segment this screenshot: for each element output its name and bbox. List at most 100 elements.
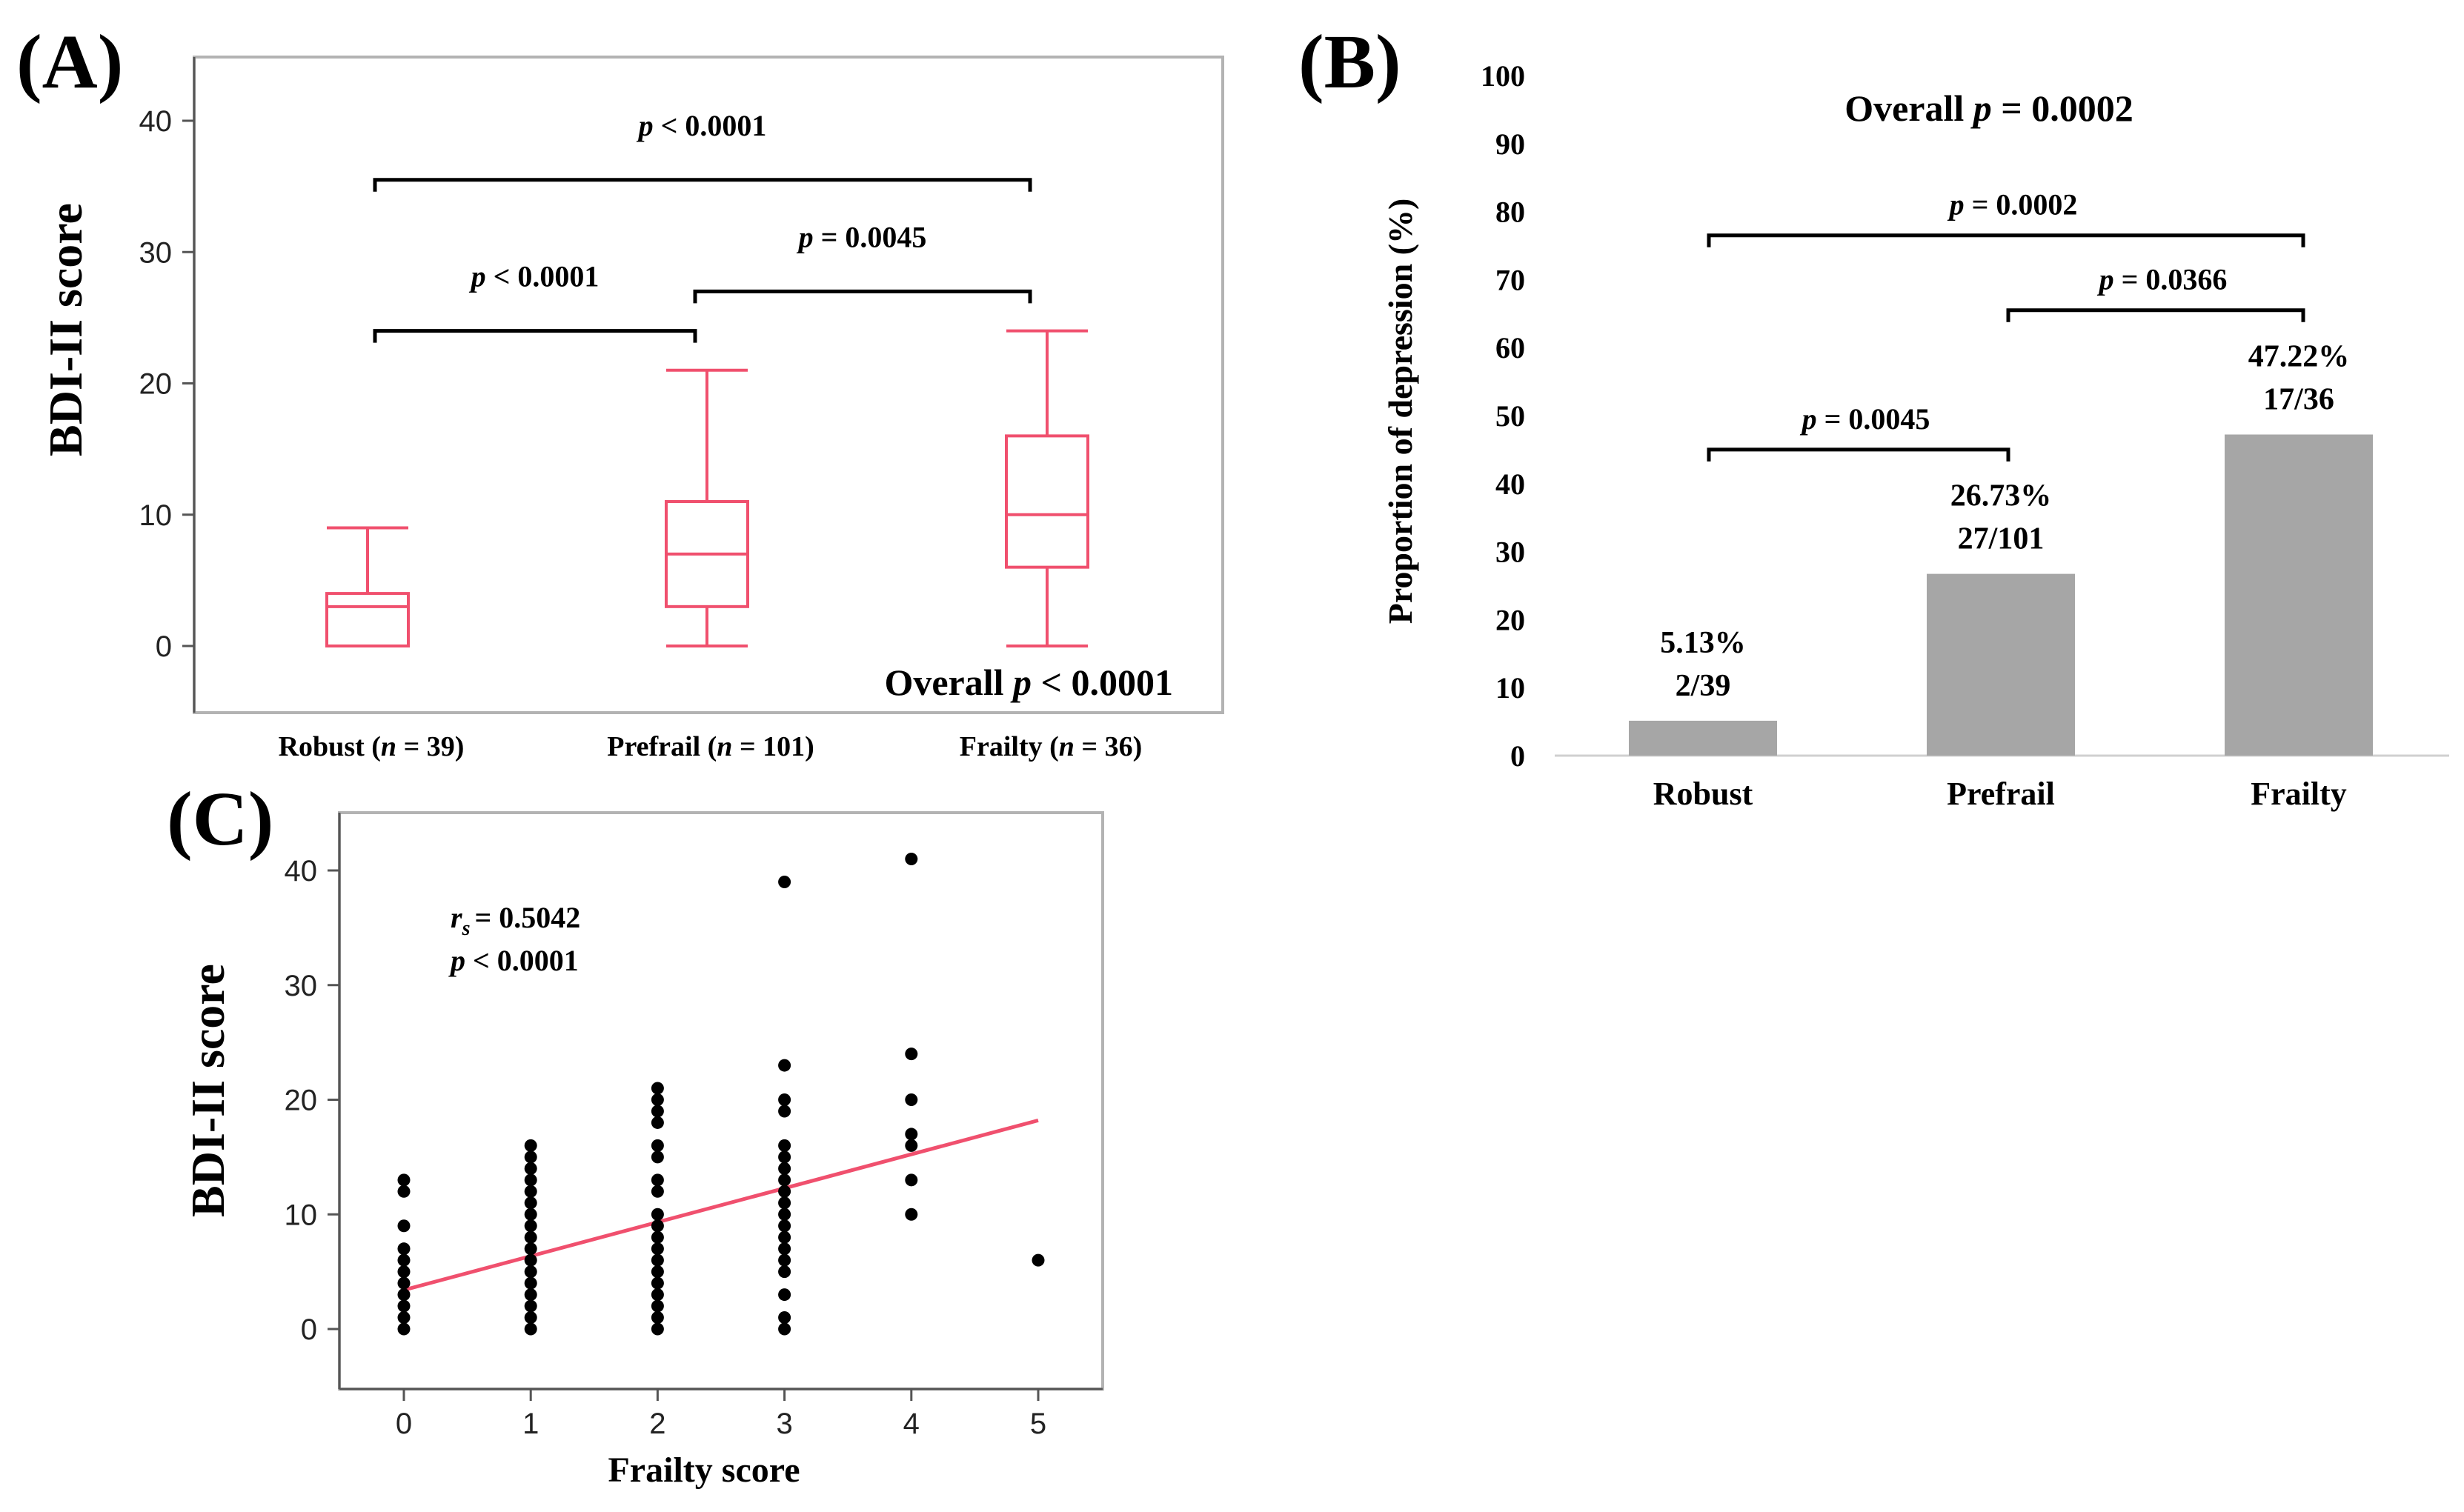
panel-a-boxes (325, 329, 1089, 647)
scatter-point (905, 1208, 918, 1221)
category-name: Frailty (960, 731, 1043, 762)
comparison-bracket (373, 178, 1032, 192)
panel-c-y-tick-label: 30 (285, 970, 318, 1002)
scatter-point (651, 1082, 664, 1095)
panel-b-bar-count: 27/101 (1958, 522, 2045, 556)
p-value: < 0.0001 (654, 109, 767, 142)
panel-b-y-tick-label: 30 (1495, 536, 1525, 569)
category-n-symbol: n (717, 731, 732, 762)
scatter-point (397, 1173, 411, 1187)
panel-c-rs-stat: rs = 0.5042 (451, 901, 580, 940)
p-symbol: p (469, 260, 486, 293)
scatter-point (524, 1185, 537, 1198)
scatter-point (524, 1288, 537, 1302)
scatter-point (651, 1150, 664, 1164)
panel-c-x-tick-label: 3 (776, 1408, 792, 1440)
p-symbol: p (637, 109, 654, 142)
scatter-point (524, 1276, 537, 1290)
scatter-point (651, 1288, 664, 1302)
panel-a-box-robust (325, 526, 410, 647)
panel-c-rs-subscript: s (462, 917, 471, 940)
scatter-point (397, 1276, 411, 1290)
panel-a-y-tick-label: 30 (139, 236, 173, 269)
regression-line (403, 1118, 1039, 1292)
panel-b-bars: 5.13% 2/39 Robust 26.73% 27/101 Prefrail 47.22… (1629, 340, 2373, 812)
panel-c-x-tick-label: 1 (522, 1408, 539, 1440)
panel-a-category-label: Robust (n = 39) (279, 731, 465, 762)
panel-c-y-tick-label: 0 (301, 1313, 317, 1346)
p-symbol: p (2097, 263, 2114, 296)
scatter-point (651, 1208, 664, 1221)
scatter-point (524, 1173, 537, 1187)
scatter-point (651, 1116, 664, 1129)
scatter-point (524, 1230, 537, 1244)
panel-c-p-stat: p < 0.0001 (448, 944, 579, 977)
panel-a-overall-label: Overall (884, 662, 1003, 703)
scatter-point (524, 1219, 537, 1233)
panel-a-box-frailty (1005, 329, 1089, 647)
panel-a-overall-p-value: < 0.0001 (1041, 662, 1174, 703)
scatter-point (651, 1230, 664, 1244)
panel-b-comparison: p = 0.0366 (2006, 263, 2305, 322)
panel-c-points (397, 853, 1045, 1336)
scatter-point (905, 853, 918, 866)
panel-b-bar-percent: 26.73% (1950, 479, 2052, 513)
panel-c-rs-value: = 0.5042 (474, 901, 580, 934)
panel-b-bar-chart: (B) Proportion of depression (%) 0 10 20 30… (1298, 19, 2449, 812)
panel-c-x-tick-label: 5 (1030, 1408, 1046, 1440)
p-value: = 0.0045 (1817, 402, 1930, 436)
panel-b-y-tick-label: 70 (1495, 263, 1525, 296)
panel-b-bar (2225, 434, 2373, 756)
panel-b-y-tick-label: 10 (1495, 671, 1525, 705)
panel-a-comparison: p = 0.0045 (693, 220, 1032, 304)
panel-b-y-tick-label: 90 (1495, 127, 1525, 161)
panel-a-comparison: p < 0.0001 (373, 260, 697, 343)
scatter-point (524, 1299, 537, 1313)
panel-a-category-label: Frailty (n = 36) (960, 731, 1142, 762)
scatter-point (397, 1242, 411, 1256)
scatter-point (905, 1139, 918, 1152)
scatter-point (905, 1093, 918, 1106)
scatter-point (651, 1253, 664, 1267)
scatter-point (651, 1173, 664, 1187)
p-symbol: p (797, 220, 814, 253)
scatter-point (778, 1311, 791, 1325)
p-value: = 0.0366 (2114, 263, 2228, 296)
scatter-point (397, 1185, 411, 1198)
category-n-symbol: n (1059, 731, 1075, 762)
panel-b-bar-percent: 47.22% (2248, 340, 2350, 374)
panel-c-p-symbol: p (448, 944, 465, 977)
panel-b-overall-p: Overall p = 0.0002 (1844, 87, 2133, 129)
scatter-point (778, 1196, 791, 1210)
comparison-p-label: p = 0.0002 (1947, 188, 2078, 222)
panel-b-bar-count: 2/39 (1676, 669, 1731, 703)
panel-b-category-label: Frailty (2251, 776, 2347, 812)
panel-a-y-tick-label: 10 (139, 499, 173, 532)
panel-a-y-tick-label: 0 (156, 630, 172, 663)
scatter-point (651, 1276, 664, 1290)
scatter-point (651, 1185, 664, 1198)
scatter-point (524, 1322, 537, 1336)
panel-b-y-tick-label: 60 (1495, 331, 1525, 364)
scatter-point (524, 1265, 537, 1279)
panel-b-bar-group-robust: 5.13% 2/39 Robust (1629, 626, 1777, 812)
scatter-point (778, 1288, 791, 1302)
scatter-point (397, 1299, 411, 1313)
scatter-point (651, 1093, 664, 1106)
panel-b-y-axis-label: Proportion of depression (%) (1381, 199, 1419, 625)
panel-c-y-axis-label: BDI-II score (182, 964, 234, 1217)
p-symbol: p (1947, 188, 1965, 222)
scatter-point (905, 1128, 918, 1141)
panel-c-regression (403, 1118, 1039, 1292)
panel-b-overall-p-symbol: p (1970, 87, 1992, 129)
comparison-bracket (373, 329, 697, 343)
panel-c-x-tick-label: 0 (396, 1408, 412, 1440)
category-name: Prefrail (607, 731, 700, 762)
panel-a-label: (A) (16, 19, 123, 104)
scatter-point (397, 1288, 411, 1302)
box-iqr (325, 592, 410, 647)
panel-c-label: (C) (167, 776, 273, 862)
panel-c-p-value: < 0.0001 (473, 944, 579, 977)
scatter-point (651, 1219, 664, 1233)
panel-b-label: (B) (1298, 19, 1401, 104)
